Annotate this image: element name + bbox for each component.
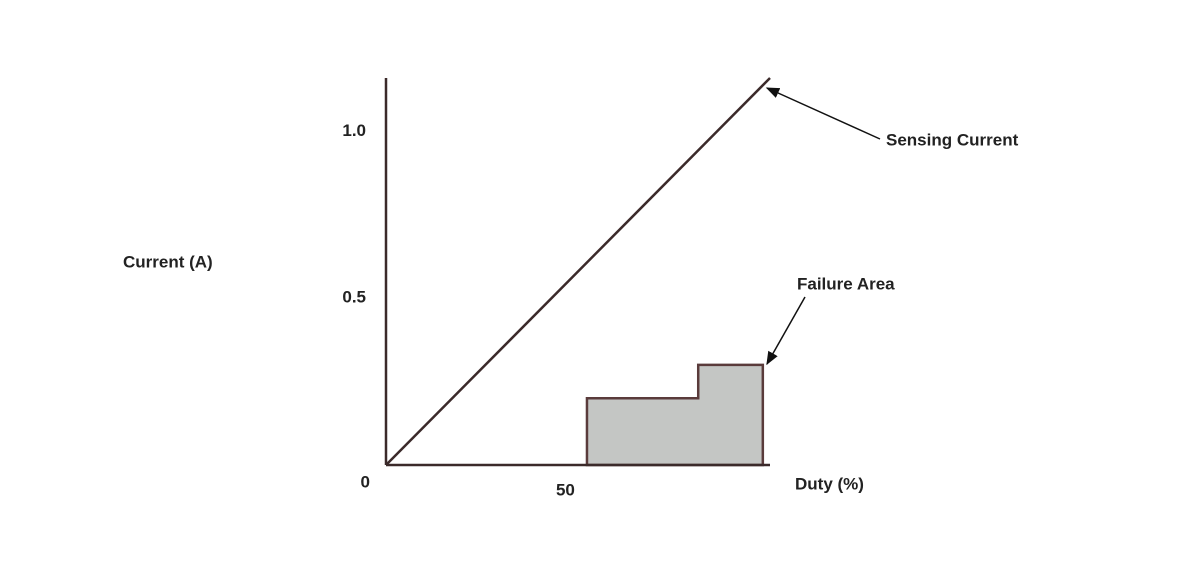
y-tick-label: 0 (361, 472, 370, 491)
failure-area (585, 363, 765, 467)
y-tick-label: 1.0 (342, 121, 366, 140)
y-axis-label: Current (A) (123, 252, 213, 271)
annotation-arrow (765, 87, 881, 140)
annotation: Failure Area (797, 274, 895, 293)
sensing-line (385, 77, 771, 466)
annotation: Sensing Current (886, 130, 1019, 149)
y-tick-label: 0.5 (342, 288, 366, 307)
annotation-arrow (766, 296, 806, 366)
x-tick-label: 50 (556, 480, 575, 499)
x-axis-label: Duty (%) (795, 474, 864, 493)
